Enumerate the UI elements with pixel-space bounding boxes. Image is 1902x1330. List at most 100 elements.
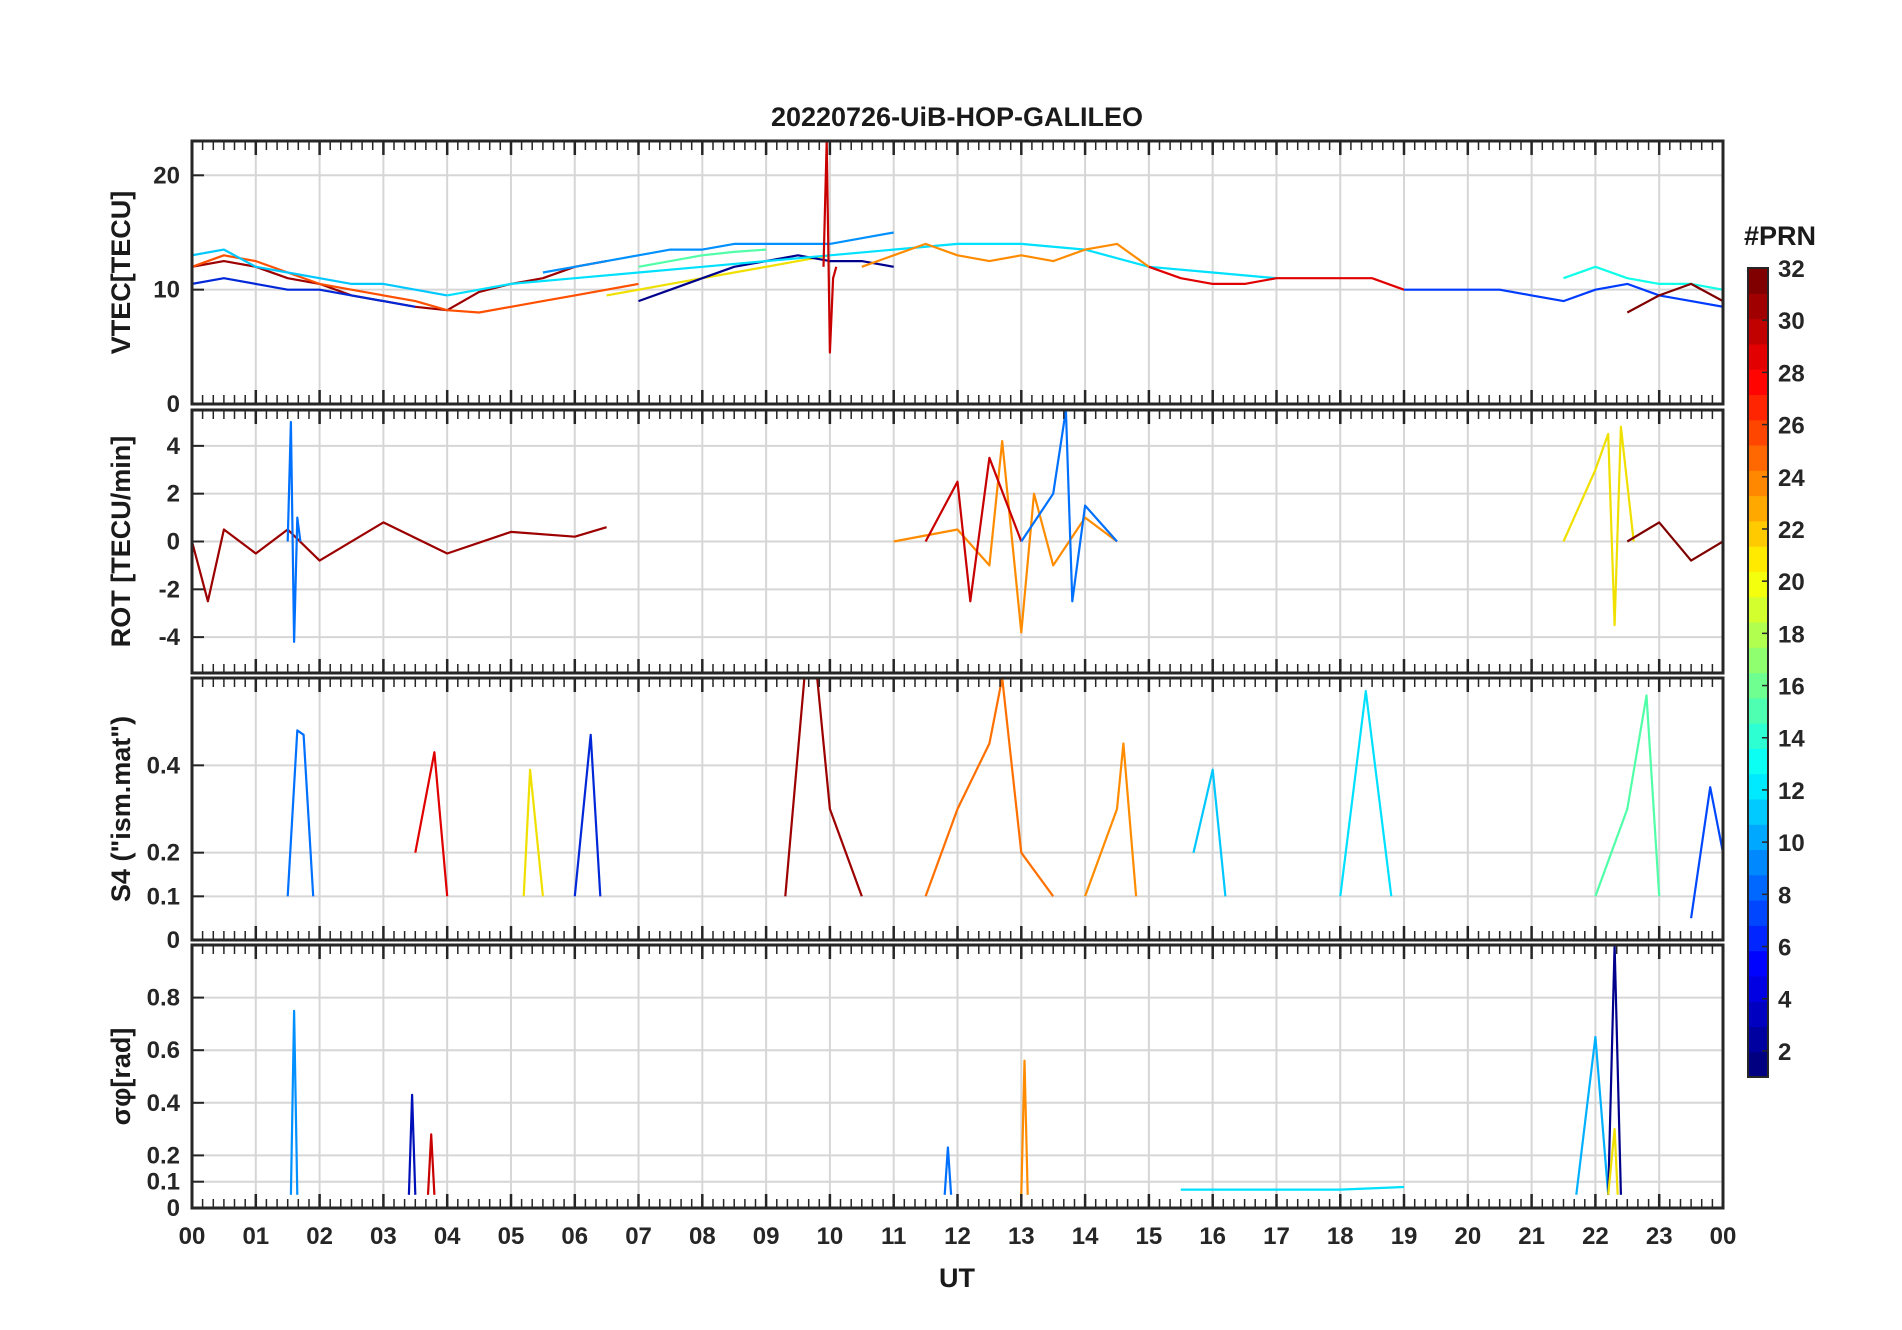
x-tick-label: 12 xyxy=(944,1223,971,1250)
series-line-prn-32 xyxy=(1626,282,1723,314)
colorbar-tick-label: 20 xyxy=(1778,569,1805,596)
colorbar-segment xyxy=(1748,773,1768,800)
series-line-prn-11 xyxy=(1192,768,1227,897)
panel-frame xyxy=(190,408,1725,675)
series-line-prn-31 xyxy=(784,678,863,897)
series-line-prn-32 xyxy=(1626,521,1723,562)
colorbar-segment xyxy=(1748,1026,1768,1053)
panel-frame xyxy=(190,139,1725,406)
y-tick-label: 0.6 xyxy=(147,1037,180,1064)
series-line-prn-25 xyxy=(924,678,1055,897)
x-tick-label: 23 xyxy=(1646,1223,1673,1250)
colorbar-segment xyxy=(1748,571,1768,598)
y-axis-label: ROT [TECU/min] xyxy=(106,436,136,647)
colorbar-tick-label: 30 xyxy=(1778,308,1805,335)
minor-ticks xyxy=(201,678,1714,940)
series-line-prn-8 xyxy=(286,420,302,644)
x-tick-label: 14 xyxy=(1072,1223,1099,1250)
y-tick-label: 0.4 xyxy=(147,752,181,779)
colorbar-segment xyxy=(1748,369,1768,396)
series-line-prn-30 xyxy=(924,456,1023,603)
colorbar-segment xyxy=(1748,647,1768,674)
colorbar-segment xyxy=(1748,394,1768,421)
series-line-prn-5 xyxy=(1404,282,1723,308)
y-tick-label: 0.1 xyxy=(147,1169,180,1196)
y-tick-label: -4 xyxy=(159,624,181,651)
colorbar-segment xyxy=(1748,697,1768,724)
x-tick-label: 20 xyxy=(1454,1223,1481,1250)
colorbar-segment xyxy=(1748,520,1768,547)
series-line-prn-12 xyxy=(447,242,1277,297)
colorbar-segment xyxy=(1748,546,1768,572)
series-line-prn-30 xyxy=(822,141,838,354)
y-tick-label: -2 xyxy=(159,576,180,603)
series-line-prn-19 xyxy=(1562,425,1635,627)
series-line-prn-10 xyxy=(1575,1035,1610,1195)
colorbar-tick-label: 10 xyxy=(1778,830,1805,857)
colorbar-segment xyxy=(1748,1051,1768,1078)
colorbar-tick-label: 4 xyxy=(1778,987,1792,1014)
x-axis: 00 01 02 03 04 05 06 07 08 09 10 11 12 13 14 15 16 17 18 19… xyxy=(179,1223,1737,1250)
series-line-prn-8 xyxy=(943,1146,953,1195)
colorbar-segment xyxy=(1748,849,1768,876)
y-tick-label: 10 xyxy=(153,277,180,304)
series-line-prn-31 xyxy=(192,521,607,603)
colorbar-tick-label: 24 xyxy=(1778,465,1805,492)
series-line-prn-29 xyxy=(1148,265,1405,291)
major-ticks xyxy=(254,945,1661,1208)
colorbar-segment xyxy=(1748,470,1768,497)
series-line-prn-15 xyxy=(1594,694,1661,897)
x-tick-label: 15 xyxy=(1136,1223,1163,1250)
colorbar-tick-label: 14 xyxy=(1778,726,1805,753)
series-line-prn-1 xyxy=(1607,945,1622,1195)
x-tick-label: 13 xyxy=(1008,1223,1035,1250)
y-tick-label: 0.2 xyxy=(147,1142,180,1169)
y-axis-label: σφ[rad] xyxy=(106,1028,136,1126)
x-tick-label: 02 xyxy=(306,1223,333,1250)
colorbar-tick-label: 32 xyxy=(1778,256,1805,283)
x-axis-label: UT xyxy=(939,1263,975,1293)
major-ticks xyxy=(254,141,1661,404)
colorbar-tick-label: 8 xyxy=(1778,882,1791,909)
colorbar-title: #PRN xyxy=(1744,221,1816,251)
series-line-prn-4 xyxy=(573,733,602,897)
panel-4: 00.10.2 0.4 0.6 0.8 σφ[rad] xyxy=(106,943,1725,1222)
colorbar-segment xyxy=(1748,495,1768,522)
minor-ticks xyxy=(201,945,1714,1208)
y-tick-label: 20 xyxy=(153,162,180,189)
x-tick-label: 01 xyxy=(242,1223,269,1250)
minor-ticks xyxy=(201,141,1714,404)
panel-1: 0 10 20 VTEC[TECU] xyxy=(106,139,1725,418)
series-line-prn-4 xyxy=(192,277,416,308)
x-tick-label: 10 xyxy=(817,1223,844,1250)
series-group xyxy=(192,141,1723,354)
major-ticks xyxy=(254,410,1661,673)
colorbar-tick-label: 18 xyxy=(1778,621,1805,648)
minor-ticks xyxy=(201,410,1714,673)
series-line-prn-30 xyxy=(426,1133,436,1195)
y-tick-label: 2 xyxy=(167,481,180,508)
y-tick-label: 0 xyxy=(167,391,180,418)
series-line-prn-20 xyxy=(606,254,831,297)
series-line-prn-20 xyxy=(1607,1127,1619,1195)
series-line-prn-29 xyxy=(414,751,449,897)
colorbar-segment xyxy=(1748,748,1768,775)
x-tick-label: 05 xyxy=(498,1223,525,1250)
x-tick-label: 07 xyxy=(625,1223,652,1250)
y-tick-label: 0.8 xyxy=(147,985,180,1012)
y-tick-label: 0.4 xyxy=(147,1090,181,1117)
series-line-prn-24 xyxy=(1020,1059,1029,1195)
panel-2: -4 -2 0 2 4 ROT [TECU/min] xyxy=(106,408,1725,675)
panel-frame xyxy=(190,676,1725,942)
x-tick-label: 18 xyxy=(1327,1223,1354,1250)
series-line-prn-3 xyxy=(407,1093,417,1195)
colorbar-segment xyxy=(1748,798,1768,825)
x-tick-label: 08 xyxy=(689,1223,716,1250)
colorbar-tick-label: 12 xyxy=(1778,778,1805,805)
colorbar-tick-label: 16 xyxy=(1778,674,1805,701)
y-tick-label: 0 xyxy=(167,1195,180,1222)
colorbar-segment xyxy=(1748,900,1768,926)
colorbar-segment xyxy=(1748,723,1768,749)
